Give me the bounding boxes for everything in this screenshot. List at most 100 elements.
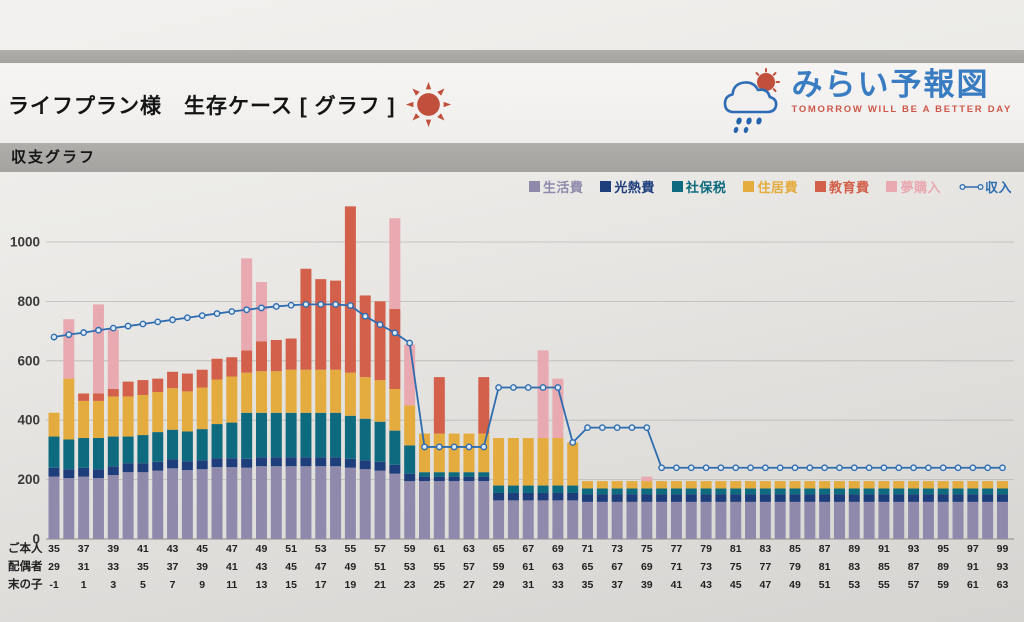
bar-segment-seikatsu <box>670 501 682 539</box>
income-marker <box>628 424 636 432</box>
x-tick-label: 43 <box>256 561 268 573</box>
bar-segment-konetsu <box>522 492 534 501</box>
legend-item-konetsu: 光熱費 <box>600 177 655 196</box>
x-tick-label: 49 <box>256 543 268 555</box>
bar-segment-shahozei <box>137 435 149 464</box>
y-tick-label: 0 <box>32 532 40 547</box>
bar-segment-seikatsu <box>522 500 534 539</box>
bar-segment-shahozei <box>833 488 845 495</box>
bar-segment-jukyo <box>122 396 134 437</box>
income-marker <box>554 384 562 391</box>
x-tick-label: 41 <box>671 579 683 591</box>
x-tick-label: 45 <box>730 579 742 591</box>
bar-segment-shahozei <box>507 485 519 493</box>
income-marker <box>732 464 740 472</box>
bar-segment-shahozei <box>196 429 208 461</box>
bar-segment-konetsu <box>344 458 356 468</box>
bar-segment-konetsu <box>48 467 60 477</box>
income-marker <box>228 308 236 315</box>
x-tick-label: 83 <box>848 561 860 573</box>
x-tick-label: 61 <box>433 543 445 555</box>
bar-segment-jukyo <box>996 481 1008 489</box>
income-marker <box>702 464 710 472</box>
income-marker <box>954 464 962 472</box>
bar-segment-shahozei <box>774 488 786 495</box>
x-tick-label: 87 <box>819 543 831 555</box>
x-tick-label: 79 <box>789 561 801 573</box>
bar-segment-jukyo <box>730 481 742 489</box>
bar-segment-seikatsu <box>137 472 149 539</box>
bar-segment-seikatsu <box>300 466 312 539</box>
x-tick-label: 7 <box>170 579 176 591</box>
legend-line-marker-icon <box>959 183 984 190</box>
bar-segment-konetsu <box>685 494 697 502</box>
bar-segment-seikatsu <box>241 467 253 539</box>
bar-segment-jukyo <box>404 405 416 446</box>
x-tick-label: 33 <box>107 561 119 573</box>
x-tick-label: 23 <box>404 579 416 591</box>
bar-segment-konetsu <box>300 457 312 467</box>
bar-segment-konetsu <box>878 494 890 502</box>
bar-segment-konetsu <box>181 461 193 471</box>
bar-segment-yume <box>255 282 267 342</box>
bar-segment-konetsu <box>922 494 934 502</box>
x-tick-label: 29 <box>493 579 505 591</box>
bar-segment-shahozei <box>270 412 282 458</box>
bar-segment-jukyo <box>715 481 727 489</box>
bar-segment-kyoiku <box>92 393 104 401</box>
bar-segment-jukyo <box>152 391 164 433</box>
y-tick-label: 1000 <box>10 235 40 250</box>
x-tick-label: 1 <box>81 579 87 591</box>
bar-segment-jukyo <box>285 369 297 413</box>
bar-segment-shahozei <box>759 488 771 495</box>
income-marker <box>895 464 903 472</box>
income-marker <box>361 312 369 320</box>
bar-segment-shahozei <box>330 412 342 458</box>
income-marker <box>495 384 502 391</box>
bar-segment-seikatsu <box>937 501 949 539</box>
bar-segment-shahozei <box>922 488 934 495</box>
x-tick-label: 81 <box>730 543 742 555</box>
bar-segment-jukyo <box>552 438 564 486</box>
bar-segment-shahozei <box>48 436 60 468</box>
bar-segment-seikatsu <box>181 470 193 539</box>
bar-segment-seikatsu <box>656 501 668 539</box>
x-tick-label: -1 <box>49 579 58 591</box>
x-tick-label: 63 <box>552 561 564 573</box>
section-header-band: 収支グラフ <box>0 143 1024 172</box>
bar-segment-jukyo <box>626 481 638 489</box>
bar-segment-yume <box>389 218 401 309</box>
income-marker <box>95 326 102 334</box>
bar-segment-jukyo <box>596 481 608 489</box>
x-tick-label: 45 <box>196 543 208 555</box>
bar-segment-kyoiku <box>389 308 401 390</box>
x-tick-label: 57 <box>374 543 386 555</box>
x-tick-label: 27 <box>463 579 475 591</box>
bar-segment-shahozei <box>448 472 460 477</box>
x-row-header: 配偶者 <box>8 559 43 573</box>
bar-segment-seikatsu <box>552 500 564 539</box>
income-marker <box>836 464 843 472</box>
income-marker <box>850 464 858 472</box>
x-tick-label: 69 <box>641 561 653 573</box>
bar-segment-konetsu <box>611 494 623 502</box>
bar-segment-seikatsu <box>626 501 638 539</box>
income-marker <box>198 312 206 320</box>
bar-segment-seikatsu <box>596 501 608 539</box>
bar-segment-jukyo <box>344 372 356 416</box>
income-marker <box>317 300 325 308</box>
x-tick-label: 59 <box>937 579 949 591</box>
bar-segment-jukyo <box>582 481 594 489</box>
legend-label: 教育費 <box>828 180 870 195</box>
legend-swatch <box>600 181 612 192</box>
x-tick-label: 43 <box>700 579 712 591</box>
bar-segment-jukyo <box>448 433 460 473</box>
legend-item-kyoiku: 教育費 <box>814 177 870 196</box>
income-marker <box>569 439 577 446</box>
x-tick-label: 47 <box>315 561 327 573</box>
bar-segment-jukyo <box>700 481 712 489</box>
income-marker <box>332 300 339 308</box>
bar-segment-kyoiku <box>196 369 208 388</box>
bar-segment-yume <box>241 258 253 351</box>
income-marker <box>243 306 251 314</box>
